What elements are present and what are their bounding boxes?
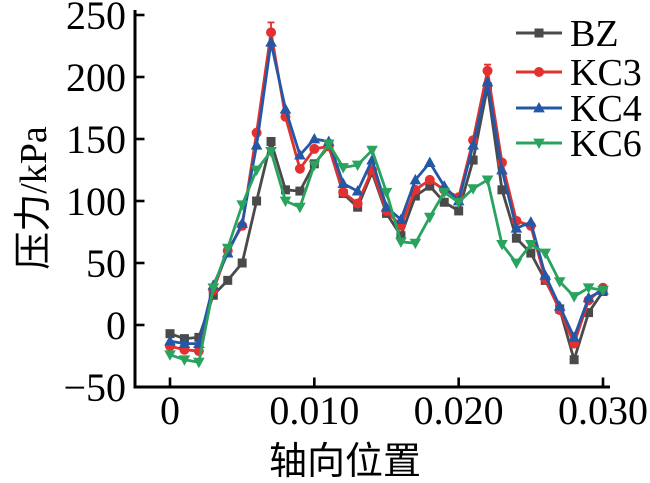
x-tick-label-0: 0	[160, 388, 180, 433]
series-KC6	[164, 139, 609, 369]
legend-label-bz: BZ	[570, 13, 619, 55]
legend-label-kc6: KC6	[570, 123, 642, 165]
legend-item-kc3: KC3	[516, 52, 642, 94]
y-tick-label-150: 150	[66, 117, 126, 162]
legend-item-kc6: KC6	[516, 123, 642, 165]
y-tick-label-100: 100	[66, 179, 126, 224]
legend-label-kc3: KC3	[570, 52, 642, 94]
y-axis: −50 0 50 100 150 200 250	[63, 0, 145, 410]
x-axis: 0 0.010 0.020 0.030	[160, 377, 648, 433]
legend-item-kc4: KC4	[516, 88, 642, 130]
series-BZ	[165, 82, 608, 365]
y-tick-label-0: 0	[106, 303, 126, 348]
legend-item-bz: BZ	[516, 13, 619, 55]
x-axis-title: 轴向位置	[269, 441, 421, 483]
y-tick-label-50: 50	[86, 241, 126, 286]
y-tick-label-200: 200	[66, 55, 126, 100]
x-tick-label-0.020: 0.020	[414, 388, 504, 433]
y-tick-label-250: 250	[66, 0, 126, 38]
x-tick-label-0.010: 0.010	[269, 388, 359, 433]
y-axis-title: 压力/kPa	[13, 126, 55, 270]
y-tick-label--50: −50	[63, 365, 126, 410]
legend-label-kc4: KC4	[570, 88, 642, 130]
x-tick-label-0.030: 0.030	[558, 388, 648, 433]
